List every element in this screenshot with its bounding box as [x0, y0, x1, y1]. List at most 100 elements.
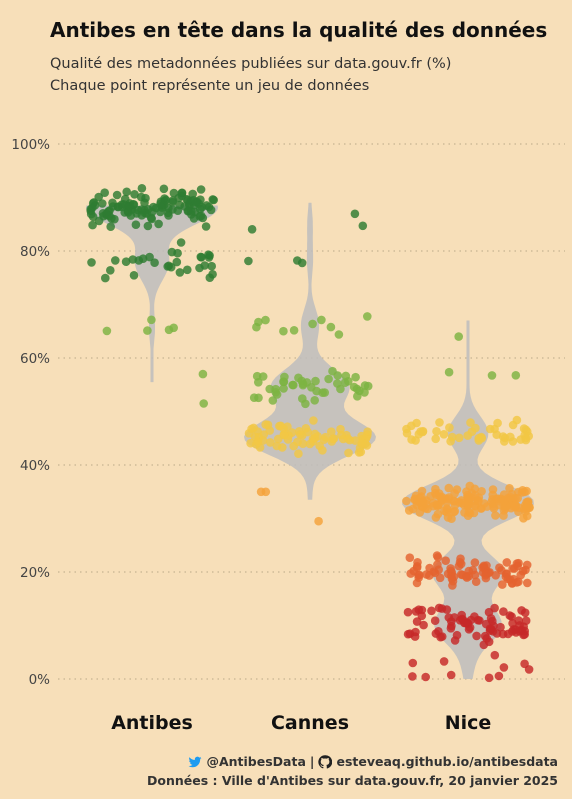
data-point — [249, 423, 258, 433]
github-link[interactable]: esteveaq.github.io/antibesdata — [336, 754, 558, 769]
data-point — [86, 209, 96, 219]
data-point — [358, 221, 368, 231]
data-point — [502, 558, 512, 567]
data-point — [522, 511, 532, 521]
data-point — [470, 570, 480, 580]
data-point — [254, 393, 263, 403]
data-point — [122, 187, 131, 197]
data-point — [521, 565, 530, 575]
data-point — [198, 369, 208, 379]
data-point — [279, 384, 288, 393]
data-point — [205, 273, 215, 283]
data-point — [188, 189, 197, 199]
data-point — [484, 673, 494, 683]
data-point — [503, 574, 513, 584]
data-point — [441, 556, 451, 565]
data-point — [111, 256, 120, 265]
data-point — [353, 392, 362, 401]
data-point — [266, 438, 275, 447]
data-point — [481, 569, 491, 578]
data-point — [265, 384, 275, 394]
twitter-handle[interactable]: @AntibesData — [206, 754, 306, 769]
data-point — [344, 377, 353, 386]
data-point — [522, 503, 531, 513]
data-point — [440, 506, 449, 516]
data-point — [343, 434, 353, 443]
data-point — [439, 657, 449, 666]
data-point — [498, 580, 507, 589]
data-point — [324, 374, 333, 384]
data-point — [513, 493, 522, 503]
data-point — [433, 553, 443, 562]
data-point — [294, 449, 303, 459]
data-point — [491, 571, 501, 580]
data-point — [280, 372, 289, 382]
data-point — [308, 319, 317, 329]
data-point — [408, 504, 418, 514]
data-point — [150, 258, 159, 268]
data-point — [161, 195, 171, 205]
data-point — [247, 225, 257, 234]
data-point — [445, 423, 454, 432]
data-point — [312, 386, 321, 396]
data-point — [507, 612, 516, 621]
data-point — [505, 484, 514, 493]
caption: @AntibesData | esteveaq.github.io/antibe… — [147, 752, 558, 790]
data-point — [197, 202, 207, 212]
data-point — [515, 621, 524, 630]
data-point — [474, 434, 484, 443]
data-point — [454, 561, 464, 571]
data-point — [321, 432, 330, 442]
data-point — [418, 427, 428, 437]
data-point — [196, 195, 205, 204]
data-point — [246, 438, 255, 448]
data-point — [154, 219, 163, 229]
data-point — [287, 428, 297, 437]
data-point — [511, 371, 521, 380]
data-point — [295, 427, 304, 436]
data-point — [289, 326, 299, 335]
data-point — [301, 399, 310, 409]
data-point — [402, 428, 412, 438]
data-point — [106, 222, 115, 231]
data-point — [100, 188, 109, 197]
data-point — [156, 207, 165, 217]
data-point — [514, 577, 523, 587]
data-point — [523, 578, 532, 588]
data-point — [490, 603, 499, 613]
data-point — [159, 184, 169, 194]
data-point — [508, 564, 517, 573]
data-point — [452, 485, 462, 494]
y-tick-label: 40% — [20, 458, 50, 474]
data-point — [169, 323, 178, 333]
data-point — [129, 200, 139, 209]
data-point — [137, 211, 147, 220]
data-point — [491, 511, 500, 520]
data-point — [327, 427, 336, 437]
data-point — [506, 493, 515, 502]
data-point — [206, 205, 216, 215]
data-point — [466, 418, 475, 427]
data-point — [147, 207, 157, 217]
data-point — [117, 200, 127, 209]
data-point — [351, 372, 360, 382]
data-point — [129, 271, 139, 280]
data-point — [405, 553, 415, 562]
data-point — [176, 238, 186, 247]
data-point — [456, 554, 465, 563]
data-point — [199, 399, 208, 408]
data-point — [196, 185, 206, 194]
data-point — [524, 431, 533, 441]
data-point — [470, 558, 480, 567]
chart-title: Antibes en tête dans la qualité des donn… — [50, 18, 548, 42]
x-tick-label: Antibes — [111, 712, 193, 734]
data-point — [276, 421, 286, 431]
data-point — [417, 605, 427, 615]
data-point — [363, 312, 372, 321]
data-point — [363, 427, 372, 437]
data-point — [258, 372, 268, 381]
data-point — [449, 507, 459, 517]
data-point — [310, 396, 320, 405]
data-point — [402, 496, 411, 506]
chart-subtitle: Qualité des metadonnées publiées sur dat… — [50, 53, 451, 97]
